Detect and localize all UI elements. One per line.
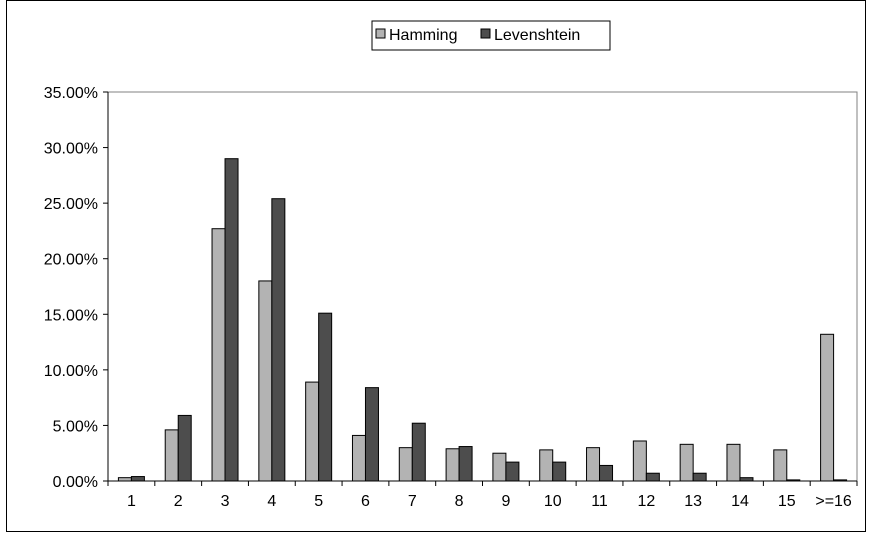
y-tick-label: 10.00% bbox=[44, 363, 98, 380]
bar-hamming bbox=[118, 478, 131, 481]
y-axis-ticks: 0.00% 5.00% 10.00% 15.00% 20.00% 25.00% 30.00%… bbox=[44, 85, 108, 491]
bar-hamming bbox=[774, 450, 787, 481]
bar-levenshtein bbox=[131, 477, 144, 481]
y-tick-label: 30.00% bbox=[44, 141, 98, 158]
x-tick-label: 1 bbox=[127, 493, 136, 510]
x-tick-label: 10 bbox=[544, 493, 562, 510]
x-tick-label: 15 bbox=[778, 493, 796, 510]
y-tick-label: 35.00% bbox=[44, 85, 98, 102]
legend-swatch-hamming bbox=[376, 29, 385, 38]
x-tick-label: 9 bbox=[501, 493, 510, 510]
bar-hamming bbox=[493, 453, 506, 481]
bar-levenshtein bbox=[319, 313, 332, 481]
bar-hamming bbox=[821, 334, 834, 481]
bar-levenshtein bbox=[646, 473, 659, 481]
bar-levenshtein bbox=[412, 423, 425, 481]
x-tick-label: 3 bbox=[221, 493, 230, 510]
bar-hamming bbox=[306, 382, 319, 481]
x-tick-label: 2 bbox=[174, 493, 183, 510]
bar-hamming bbox=[680, 444, 693, 481]
bar-hamming bbox=[352, 435, 365, 481]
bar-hamming bbox=[540, 450, 553, 481]
y-tick-label: 25.00% bbox=[44, 196, 98, 213]
bar-levenshtein bbox=[178, 415, 191, 481]
y-tick-label: 0.00% bbox=[53, 474, 98, 491]
bar-levenshtein bbox=[740, 478, 753, 481]
x-tick-label: 6 bbox=[361, 493, 370, 510]
bar-levenshtein bbox=[600, 465, 613, 481]
bar-levenshtein bbox=[834, 480, 847, 481]
x-tick-label: 14 bbox=[731, 493, 749, 510]
bar-hamming bbox=[446, 449, 459, 481]
bar-levenshtein bbox=[272, 199, 285, 481]
x-axis-ticks: 1 2 3 4 5 6 7 8 9 10 11 12 13 14 15 >=16 bbox=[108, 481, 857, 510]
bar-hamming bbox=[399, 448, 412, 481]
bar-levenshtein bbox=[553, 462, 566, 481]
x-tick-label: 13 bbox=[684, 493, 702, 510]
bar-levenshtein bbox=[506, 462, 519, 481]
legend-label-levenshtein: Levenshtein bbox=[494, 27, 580, 44]
bar-levenshtein bbox=[459, 447, 472, 481]
bar-hamming bbox=[727, 444, 740, 481]
x-tick-label: 7 bbox=[408, 493, 417, 510]
bar-levenshtein bbox=[787, 480, 800, 481]
x-tick-label: 8 bbox=[455, 493, 464, 510]
bar-hamming bbox=[212, 229, 225, 481]
y-tick-label: 15.00% bbox=[44, 307, 98, 324]
x-tick-label: 12 bbox=[637, 493, 655, 510]
bar-levenshtein bbox=[365, 388, 378, 481]
x-tick-label: 4 bbox=[267, 493, 276, 510]
x-tick-label: >=16 bbox=[815, 493, 852, 510]
bar-hamming bbox=[259, 281, 272, 481]
legend: Hamming Levenshtein bbox=[372, 21, 610, 50]
bar-levenshtein bbox=[225, 159, 238, 481]
bar-hamming bbox=[587, 448, 600, 481]
bar-hamming bbox=[633, 441, 646, 481]
bar-levenshtein bbox=[693, 473, 706, 481]
y-tick-label: 20.00% bbox=[44, 252, 98, 269]
x-tick-label: 5 bbox=[314, 493, 323, 510]
y-tick-label: 5.00% bbox=[53, 418, 98, 435]
bar-hamming bbox=[165, 430, 178, 481]
legend-swatch-levenshtein bbox=[481, 29, 490, 38]
legend-label-hamming: Hamming bbox=[389, 27, 457, 44]
x-tick-label: 11 bbox=[591, 493, 608, 510]
